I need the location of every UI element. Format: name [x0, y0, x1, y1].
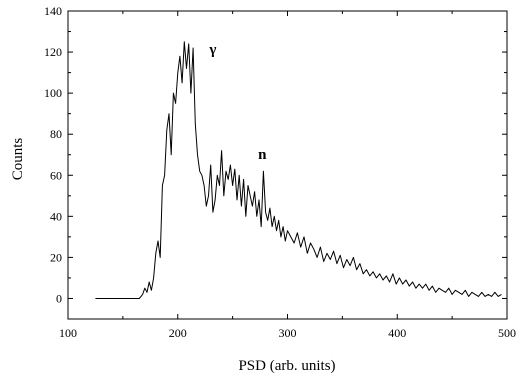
x-tick-label: 500 — [498, 326, 516, 340]
annotation-label: γ — [208, 42, 216, 58]
y-axis-label: Counts — [10, 138, 26, 181]
x-tick-label: 400 — [388, 326, 406, 340]
series-line — [95, 41, 502, 299]
y-tick-label: 80 — [50, 127, 62, 141]
annotation-label: n — [258, 147, 267, 163]
plot-frame — [67, 10, 508, 320]
series-layer — [95, 41, 502, 299]
x-axis-label: PSD (arb. units) — [238, 358, 335, 374]
y-tick-label: 20 — [50, 250, 62, 264]
y-tick-label: 40 — [50, 209, 62, 223]
x-tick-label: 300 — [279, 326, 297, 340]
y-tick-label: 140 — [44, 4, 62, 18]
annotations: γn — [208, 42, 267, 163]
y-tick-label: 0 — [56, 291, 62, 305]
y-tick-label: 60 — [50, 168, 62, 182]
axis-ticks: 100 200 300 400 500 0 20 40 60 80 100 120 140 — [44, 4, 516, 340]
plot-area — [67, 10, 508, 320]
x-tick-label: 200 — [169, 326, 187, 340]
x-tick-label: 100 — [59, 326, 77, 340]
y-tick-label: 120 — [44, 45, 62, 59]
y-tick-label: 100 — [44, 86, 62, 100]
